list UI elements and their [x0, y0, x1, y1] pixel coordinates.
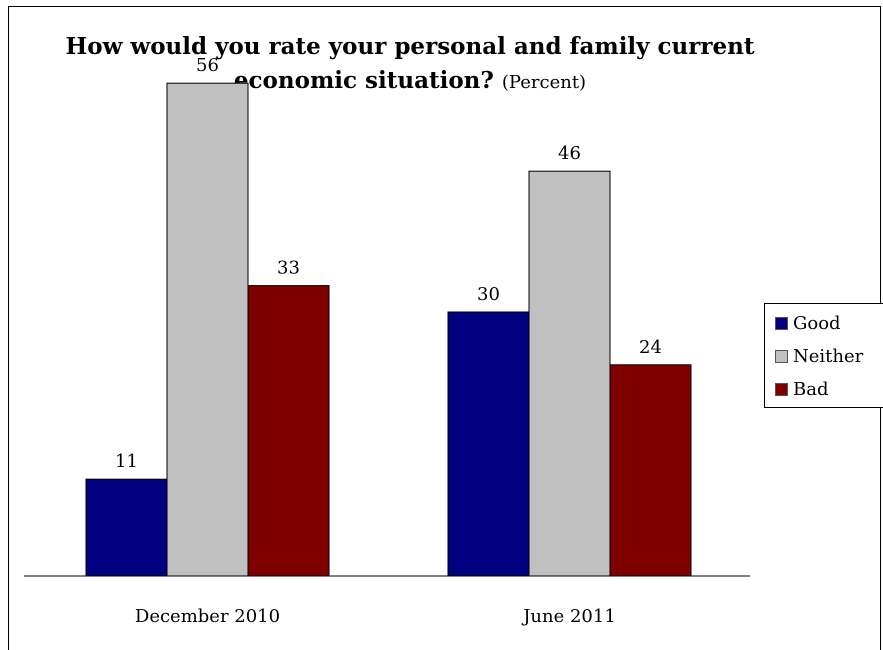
chart-title-text: How would you rate your personal and fam… — [65, 33, 755, 94]
data-label-neither-june-2011: 46 — [558, 143, 581, 164]
legend-item-neither: Neither — [775, 345, 863, 367]
x-tick-label-december-2010: December 2010 — [135, 606, 280, 627]
legend-item-good: Good — [775, 312, 841, 334]
legend: Good Neither Bad — [764, 303, 883, 408]
legend-swatch-good — [775, 316, 788, 330]
legend-item-bad: Bad — [775, 378, 828, 400]
bar-neither-december-2010 — [166, 82, 249, 577]
data-label-bad-june-2011: 24 — [639, 337, 662, 358]
chart-title: How would you rate your personal and fam… — [60, 30, 760, 100]
chart-subtitle: (Percent) — [501, 72, 587, 93]
data-label-good-june-2011: 30 — [477, 284, 500, 305]
legend-label-neither: Neither — [793, 345, 864, 367]
bar-bad-june-2011 — [609, 364, 692, 577]
bar-neither-june-2011 — [528, 170, 611, 577]
data-label-bad-december-2010: 33 — [277, 258, 300, 279]
data-label-good-december-2010: 11 — [115, 451, 138, 472]
legend-label-good: Good — [793, 312, 841, 334]
legend-swatch-neither — [775, 349, 788, 363]
x-tick-label-june-2011: June 2011 — [521, 606, 616, 627]
bar-good-june-2011 — [447, 311, 530, 577]
legend-label-bad: Bad — [793, 378, 829, 400]
data-label-neither-december-2010: 56 — [196, 55, 219, 76]
bar-bad-december-2010 — [247, 285, 330, 577]
bar-good-december-2010 — [85, 478, 168, 577]
legend-swatch-bad — [775, 382, 788, 396]
